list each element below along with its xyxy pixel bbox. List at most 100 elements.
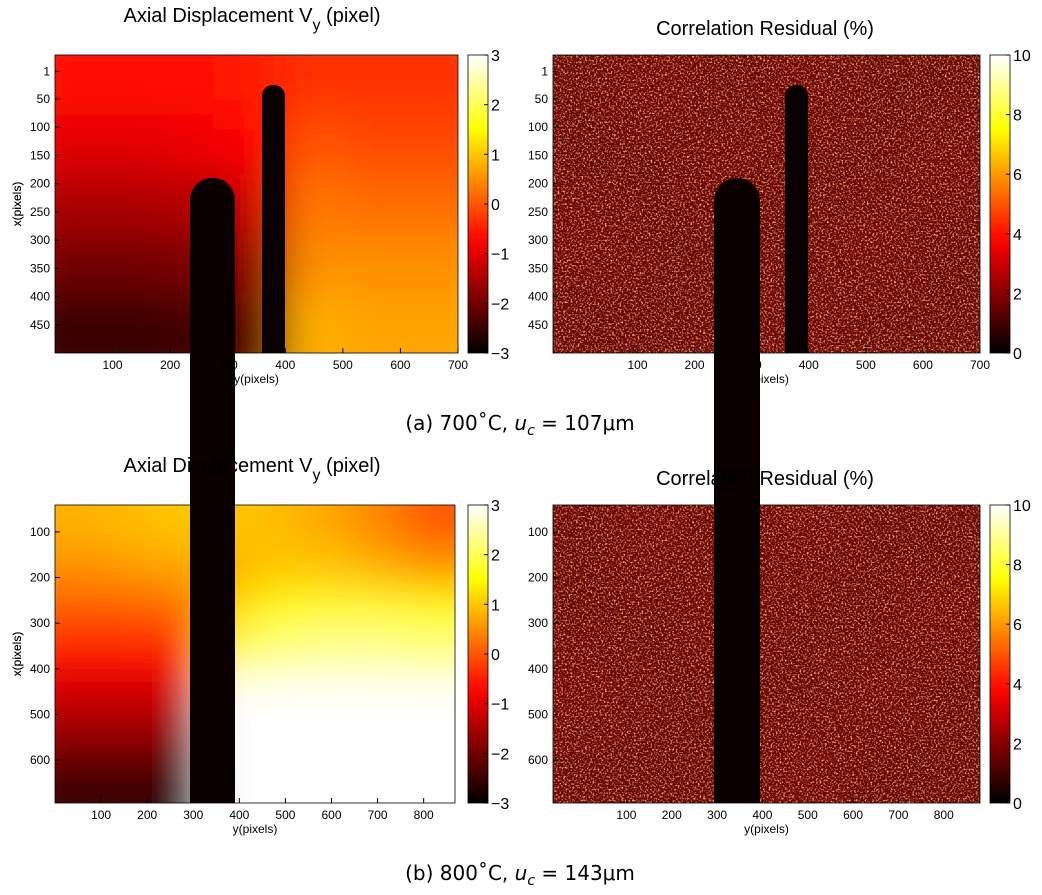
y-tick-label: 400: [528, 290, 548, 304]
caption-var: u: [514, 411, 527, 435]
heat-cell: [55, 760, 106, 803]
y-tick-label: 100: [30, 525, 50, 539]
x-tick-label: 300: [218, 358, 238, 372]
heat-cell: [112, 293, 171, 353]
heat-cell: [285, 293, 344, 353]
heat-cell: [105, 717, 156, 761]
y-axis-label: x(pixels): [10, 632, 24, 677]
caption-sub: c: [527, 873, 535, 889]
heat-cell: [112, 233, 171, 294]
colorbar-tick-label: 0: [491, 647, 500, 664]
heat-cell: [255, 760, 306, 803]
y-tick-label: 250: [528, 205, 548, 219]
x-tick-label: 800: [414, 808, 434, 822]
heat-cell: [285, 114, 344, 175]
y-axis-label: x(pixels): [10, 182, 24, 227]
heat-cell: [285, 174, 344, 235]
x-tick-label: 600: [390, 358, 410, 372]
y-tick-label: 200: [528, 571, 548, 585]
caption-var: u: [515, 861, 528, 885]
y-tick-label: 250: [30, 205, 50, 219]
heat-cell: [355, 505, 406, 549]
y-tick-label: 100: [30, 120, 50, 134]
y-tick-label: 350: [30, 261, 50, 275]
x-tick-label: 300: [707, 808, 727, 822]
slots: [190, 85, 808, 803]
notch: [190, 210, 235, 803]
x-tick-label: 500: [798, 808, 818, 822]
heat-cell: [405, 547, 455, 591]
y-tick-label: 200: [30, 177, 50, 191]
heat-cell: [400, 55, 458, 116]
title-text: Correlation Residual (%): [656, 468, 874, 490]
x-tick-label: 400: [752, 808, 772, 822]
heat-cell: [105, 590, 156, 634]
heat-cell: [105, 547, 156, 591]
x-axis-label: y(pixels): [233, 822, 278, 836]
x-tick-label: 500: [856, 358, 876, 372]
heat-cell: [305, 760, 356, 803]
x-tick-label: 600: [843, 808, 863, 822]
colorbar-tick-label: 0: [491, 197, 500, 214]
colorbar-tick-label: 0: [1013, 796, 1022, 813]
colorbar-tick-label: −3: [491, 796, 509, 813]
x-tick-label: 700: [970, 358, 990, 372]
heat-cell: [405, 675, 455, 719]
heat-cell: [400, 114, 458, 175]
x-tick-label: 500: [333, 358, 353, 372]
y-tick-label: 450: [528, 318, 548, 332]
x-tick-label: 700: [888, 808, 908, 822]
y-tick-label: 1: [541, 64, 548, 78]
heat-cell: [355, 717, 406, 761]
x-tick-label: 600: [321, 808, 341, 822]
y-tick-label: 100: [528, 120, 548, 134]
x-tick-label: 100: [627, 358, 647, 372]
heat-cell: [355, 547, 406, 591]
heat-cell: [400, 233, 458, 294]
heat-cell: [170, 114, 229, 175]
colorbar-tick-label: −2: [491, 746, 509, 763]
plot-frame: [54, 504, 456, 804]
heat-cell: [305, 505, 356, 549]
heat-cell: [105, 505, 156, 549]
x-tick-label: 100: [616, 808, 636, 822]
heat-cell: [405, 632, 455, 676]
y-tick-label: 600: [528, 753, 548, 767]
heatmap: [553, 505, 980, 803]
x-axis-label: y(pixels): [234, 372, 279, 386]
x-tick-label: 700: [368, 808, 388, 822]
colorbar-tick-label: 6: [1013, 617, 1022, 634]
y-tick-label: 300: [528, 616, 548, 630]
heat-cell: [55, 233, 114, 294]
heat-cell: [55, 632, 106, 676]
colorbar-tick-label: 10: [1013, 498, 1031, 515]
y-axis-label: x(pixels): [10, 632, 24, 677]
heat-cell: [255, 717, 306, 761]
heat-cell: [285, 233, 344, 294]
caption-text: (b) 800˚C,: [405, 861, 508, 885]
y-tick-label: 400: [528, 662, 548, 676]
heat-cell: [55, 675, 106, 719]
colorbar-tick-label: −3: [491, 346, 509, 363]
y-tick-label: 300: [30, 616, 50, 630]
heat-cell: [342, 233, 401, 294]
caption-text: (a) 700˚C,: [405, 411, 508, 435]
y-tick-label: 400: [30, 290, 50, 304]
colorbar-tick-label: 6: [1013, 167, 1022, 184]
heat-cell: [305, 547, 356, 591]
x-tick-label: 300: [742, 358, 762, 372]
y-tick-label: 50: [535, 92, 549, 106]
heat-cell: [405, 505, 455, 549]
title-text: Correlation Residual (%): [656, 18, 874, 40]
heat-cell: [112, 174, 171, 235]
heat-cell: [305, 675, 356, 719]
colorbar-tick-label: 4: [1013, 227, 1022, 244]
title-text: Axial Displacement V: [124, 455, 314, 477]
heat-cells: [55, 55, 458, 353]
heat-cell: [255, 547, 306, 591]
heat-cell: [105, 760, 156, 803]
y-tick-label: 500: [30, 707, 50, 721]
y-tick-label: 150: [528, 148, 548, 162]
heat-cell: [55, 547, 106, 591]
